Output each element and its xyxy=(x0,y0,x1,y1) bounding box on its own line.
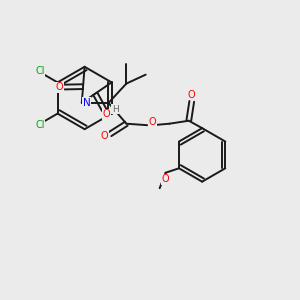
Text: O: O xyxy=(101,130,109,141)
Text: O: O xyxy=(56,82,63,92)
Text: Cl: Cl xyxy=(35,120,45,130)
Text: O: O xyxy=(162,174,170,184)
Text: O: O xyxy=(103,110,110,119)
Text: Cl: Cl xyxy=(35,66,45,76)
Text: N: N xyxy=(83,98,91,108)
Text: O: O xyxy=(188,90,196,100)
Text: O: O xyxy=(149,117,156,127)
Text: H: H xyxy=(112,105,118,114)
